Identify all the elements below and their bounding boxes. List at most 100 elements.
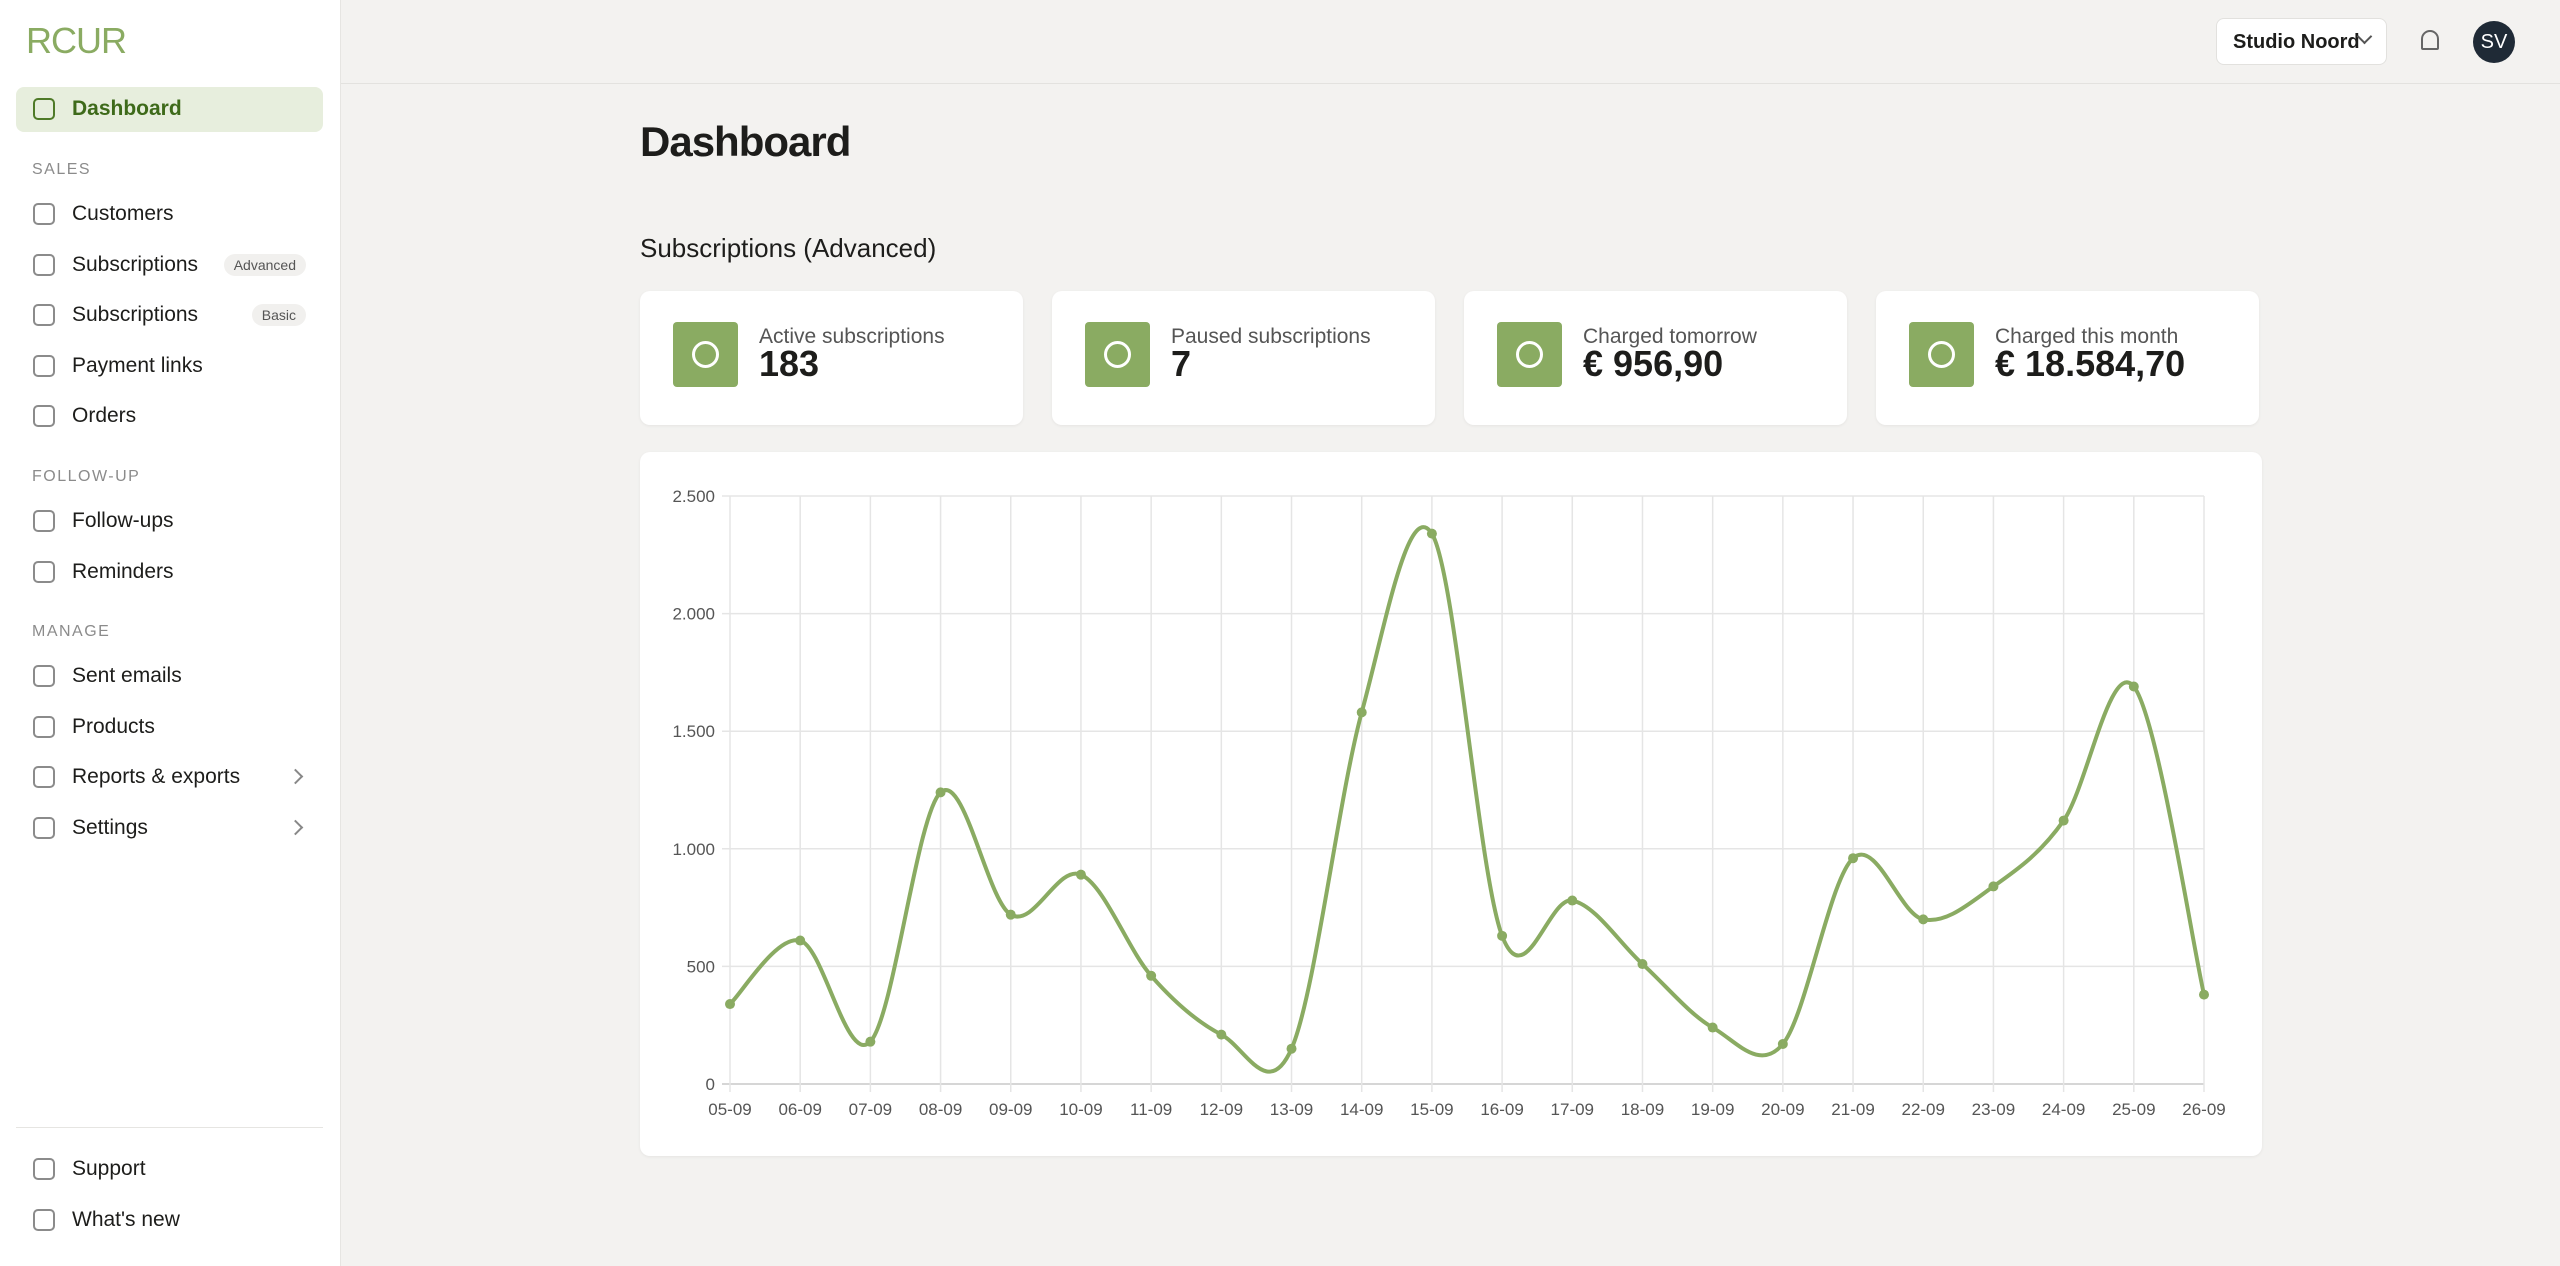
card-icon (1085, 322, 1150, 387)
card-icon (1909, 322, 1974, 387)
stat-card: Charged this month € 18.584,70 (1876, 291, 2259, 425)
icon (33, 766, 55, 788)
chart: 0 500 1.000 1.500 2.000 2.500 05-09 06-09 07-09 0… (672, 487, 2225, 1119)
card-value: 7 (1171, 343, 1192, 384)
section-label: FOLLOW-UP (32, 468, 141, 485)
active-item[interactable] (16, 87, 323, 132)
section-title: Subscriptions (Advanced) (640, 233, 937, 263)
icon (33, 817, 55, 839)
nav-item[interactable]: Sent emails (72, 664, 182, 687)
icon (33, 203, 55, 225)
icon-glyph (692, 341, 719, 368)
icon-glyph (1104, 341, 1131, 368)
icon (33, 254, 55, 276)
badge: Basic (251, 304, 306, 326)
card-value: 183 (759, 343, 820, 384)
icon (33, 561, 55, 583)
x-tick-label: 19-09 (1691, 1100, 1734, 1119)
x-tick-label: 15-09 (1410, 1100, 1453, 1119)
point (2128, 681, 2139, 692)
x-tick-label: 05-09 (708, 1100, 751, 1119)
header: Studio Noord SV (341, 0, 2560, 84)
nav-item[interactable]: Orders (72, 404, 137, 427)
nav-item[interactable]: What's new (72, 1208, 180, 1231)
point (1216, 1029, 1227, 1040)
chevron (287, 819, 304, 836)
bell[interactable] (2421, 30, 2439, 50)
y-tick-label: 0 (706, 1075, 715, 1094)
point (1707, 1022, 1718, 1033)
x-tick-label: 13-09 (1270, 1100, 1313, 1119)
account-name: Studio Noord (2233, 31, 2360, 53)
y-tick-label: 500 (687, 957, 715, 976)
point (1777, 1039, 1788, 1050)
point (1005, 909, 1016, 920)
y-tick-label: 2.500 (672, 487, 715, 506)
point (1146, 970, 1157, 981)
nav-item[interactable]: Support (72, 1157, 146, 1180)
point (865, 1036, 876, 1047)
point (1075, 869, 1086, 880)
icon (33, 405, 55, 427)
x-tick-label: 11-09 (1130, 1100, 1172, 1119)
divider (16, 1127, 323, 1128)
card-icon (1497, 322, 1562, 387)
nav-item[interactable]: Payment links (72, 354, 203, 377)
nav-item[interactable]: Products (72, 715, 155, 738)
point (2058, 815, 2069, 826)
point (2199, 989, 2209, 1000)
stat-card: Active subscriptions 183 (640, 291, 1023, 425)
icon-glyph (1516, 341, 1543, 368)
logo[interactable]: RCUR (26, 20, 127, 61)
nav-item[interactable]: Reports & exports (72, 765, 241, 788)
x-tick-label: 14-09 (1340, 1100, 1383, 1119)
section-label: SALES (32, 161, 92, 178)
point (1848, 853, 1859, 864)
point (1497, 930, 1508, 941)
avatar[interactable]: SV (2473, 21, 2515, 63)
section-label: MANAGE (32, 623, 111, 640)
icon-glyph (1928, 341, 1955, 368)
point (935, 787, 946, 798)
x-tick-label: 26-09 (2182, 1100, 2225, 1119)
x-tick-label: 16-09 (1480, 1100, 1523, 1119)
point (1286, 1043, 1297, 1054)
x-tick-label: 18-09 (1621, 1100, 1664, 1119)
icon (33, 98, 55, 120)
stat-card: Charged tomorrow € 956,90 (1464, 291, 1847, 425)
sidebar: RCUR Dashboard SALES Customers Subscriptio… (0, 0, 341, 1266)
card-icon (673, 322, 738, 387)
x-tick-label: 08-09 (919, 1100, 962, 1119)
card-label: Active subscriptions (759, 325, 945, 348)
icon (33, 665, 55, 687)
chevron (287, 768, 304, 785)
x-tick-label: 06-09 (778, 1100, 821, 1119)
point (1637, 959, 1648, 970)
point (1356, 707, 1367, 718)
card-label: Charged this month (1995, 325, 2179, 348)
nav-item[interactable]: Dashboard (72, 97, 182, 120)
chart-card: 0 500 1.000 1.500 2.000 2.500 05-09 06-09 07-09 0… (640, 452, 2262, 1156)
nav-item[interactable]: Settings (72, 816, 148, 839)
icon (33, 716, 55, 738)
nav-item[interactable]: Subscriptions (72, 253, 199, 276)
badge: Advanced (223, 254, 306, 276)
y-tick-label: 2.000 (672, 605, 715, 624)
icon (33, 1158, 55, 1180)
x-tick-label: 12-09 (1200, 1100, 1243, 1119)
point (1426, 528, 1437, 539)
nav-item[interactable]: Reminders (72, 560, 174, 583)
card-value: € 18.584,70 (1995, 343, 2186, 384)
account-select[interactable]: Studio Noord (2216, 18, 2387, 65)
x-tick-label: 07-09 (849, 1100, 892, 1119)
icon (33, 1209, 55, 1231)
point (1918, 914, 1929, 925)
y-tick-label: 1.000 (672, 840, 715, 859)
nav-item[interactable]: Follow-ups (72, 509, 174, 532)
nav-item[interactable]: Subscriptions (72, 303, 199, 326)
nav-item[interactable]: Customers (72, 202, 174, 225)
point (1567, 895, 1578, 906)
icon (33, 304, 55, 326)
x-tick-label: 20-09 (1761, 1100, 1804, 1119)
